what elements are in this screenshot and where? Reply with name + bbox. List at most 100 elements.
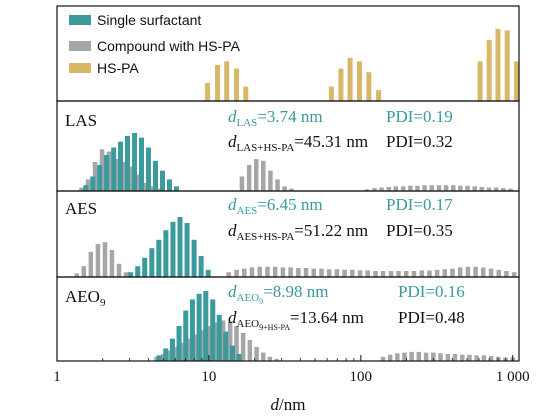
- bar-p3-s2-7: [177, 217, 183, 277]
- bar-p2-s2-13: [174, 186, 180, 191]
- bar-p3-s3-4: [257, 266, 262, 277]
- bar-p4-s1-17: [267, 356, 273, 361]
- bar-p4-s2-6: [196, 293, 202, 361]
- bar-p4-s1-8: [207, 326, 213, 361]
- x-tick-label-0: 1: [53, 369, 61, 385]
- bar-p4-s1-1: [160, 354, 166, 361]
- bar-p4-s3-12: [467, 354, 472, 361]
- panel-4-frame: [56, 276, 520, 362]
- bar-p3-s3-28: [442, 269, 448, 277]
- bar-p4-s2-10: [223, 331, 229, 361]
- bar-p3-s3-10: [303, 268, 309, 277]
- bar-p4-s1-12: [234, 326, 239, 361]
- bar-p3-s1-1: [81, 266, 86, 277]
- bar-p3-s3-1: [234, 269, 239, 277]
- bar-p4-s3-14: [481, 355, 487, 361]
- bar-p3-s3-17: [357, 270, 363, 277]
- bar-p4-s1-14: [247, 340, 253, 361]
- bar-p4-s2-12: [236, 354, 242, 361]
- bar-p3-s3-8: [288, 267, 293, 277]
- bar-p3-s3-23: [403, 271, 409, 277]
- bar-p3-s3-37: [511, 272, 517, 277]
- bar-p3-s2-6: [170, 221, 176, 277]
- bar-p3-s3-29: [450, 268, 455, 277]
- bar-p2-s4-10: [436, 185, 442, 191]
- bar-p2-s2-7: [132, 133, 138, 191]
- bar-p3-s3-35: [496, 269, 501, 277]
- bar-p2-s4-19: [501, 188, 506, 191]
- bar-p2-s3-6: [282, 186, 287, 191]
- bar-p3-s3-12: [319, 268, 324, 277]
- bar-p4-s3-13: [474, 355, 479, 361]
- bar-p1-s3-2: [495, 29, 501, 101]
- annotation-aes-single: dAES=6.45 nm: [228, 195, 323, 217]
- bar-p3-s3-26: [427, 270, 432, 277]
- bar-p3-s3-25: [419, 270, 425, 277]
- bar-p2-s2-10: [152, 160, 158, 191]
- bar-p3-s2-0: [128, 272, 134, 277]
- bar-p3-s2-2: [142, 257, 148, 277]
- bar-p3-s3-19: [373, 271, 378, 277]
- bar-p2-s2-5: [118, 141, 124, 191]
- bar-p2-s4-15: [472, 186, 477, 191]
- annotation-las-single: dLAS=3.74 nm: [228, 107, 323, 129]
- bar-p3-s3-15: [342, 269, 347, 277]
- bar-p3-s1-2: [88, 251, 94, 277]
- bar-p2-s4-7: [415, 185, 420, 191]
- bar-p4-s2-8: [210, 299, 216, 361]
- bar-p4-s3-15: [488, 356, 494, 361]
- bar-p2-s2-6: [124, 135, 130, 191]
- bar-p1-s2-4: [366, 72, 372, 101]
- bar-p3-s2-8: [184, 223, 190, 277]
- annotation-aes-single-pdi: PDI=0.17: [386, 195, 453, 214]
- bar-p2-s3-5: [275, 179, 280, 191]
- bar-p1-s1-1: [215, 65, 221, 101]
- bar-p3-s3-33: [481, 267, 486, 277]
- bar-p1-s2-0: [328, 86, 334, 101]
- bar-p1-s1-3: [234, 68, 240, 101]
- bar-p2-s1-7: [127, 166, 133, 191]
- legend: Single surfactant Compound with HS-PA HS…: [69, 12, 241, 76]
- bar-p4-s1-11: [227, 321, 233, 361]
- bar-p3-s3-14: [334, 269, 340, 277]
- bar-p3-s3-32: [473, 266, 478, 277]
- bar-p2-s4-4: [393, 186, 399, 191]
- annotation-aeo9-compound-pdi: PDI=0.48: [398, 308, 465, 327]
- bar-p2-s3-1: [246, 164, 252, 191]
- bar-p3-s3-7: [280, 267, 286, 277]
- bar-p4-s1-15: [254, 347, 259, 361]
- legend-label-single: Single surfactant: [97, 12, 201, 28]
- bar-p2-s4-5: [400, 186, 406, 191]
- bar-p1-s2-3: [356, 61, 362, 101]
- bar-p2-s4-9: [429, 185, 434, 191]
- bar-p4-s3-0: [380, 356, 386, 361]
- bar-p1-s3-0: [477, 61, 483, 101]
- bar-p2-s3-4: [268, 170, 273, 191]
- bar-p1-s3-4: [514, 61, 520, 101]
- bar-p3-s1-7: [123, 272, 129, 277]
- bar-p1-s1-2: [224, 61, 230, 101]
- bar-p3-s3-16: [350, 269, 355, 277]
- bar-p2-s1-8: [134, 174, 140, 191]
- bar-p2-s4-6: [408, 185, 413, 191]
- bar-p4-s2-9: [216, 314, 222, 361]
- bar-p1-s1-4: [243, 86, 249, 101]
- bar-p1-s2-5: [376, 90, 382, 101]
- legend-label-compound: Compound with HS-PA: [97, 38, 241, 54]
- bar-p4-s1-10: [220, 320, 226, 361]
- bar-p4-s2-1: [163, 348, 169, 361]
- bar-p3-s3-5: [265, 266, 270, 277]
- bar-p3-s3-27: [434, 269, 440, 277]
- bar-p3-s1-0: [74, 273, 80, 277]
- annotation-aes-compound: dAES+HS-PA=51.22 nm: [228, 221, 368, 243]
- x-tick-label-3: 1 000: [496, 369, 530, 385]
- bar-p4-s2-7: [203, 291, 209, 361]
- bar-p2-s2-8: [139, 137, 144, 191]
- panel-name-las: LAS: [65, 111, 97, 130]
- bar-p3-s3-21: [388, 271, 394, 277]
- bar-p3-s3-31: [465, 266, 471, 277]
- bar-p4-s3-2: [395, 353, 400, 361]
- bar-p4-s1-16: [261, 352, 266, 361]
- bar-p4-s3-9: [445, 354, 451, 361]
